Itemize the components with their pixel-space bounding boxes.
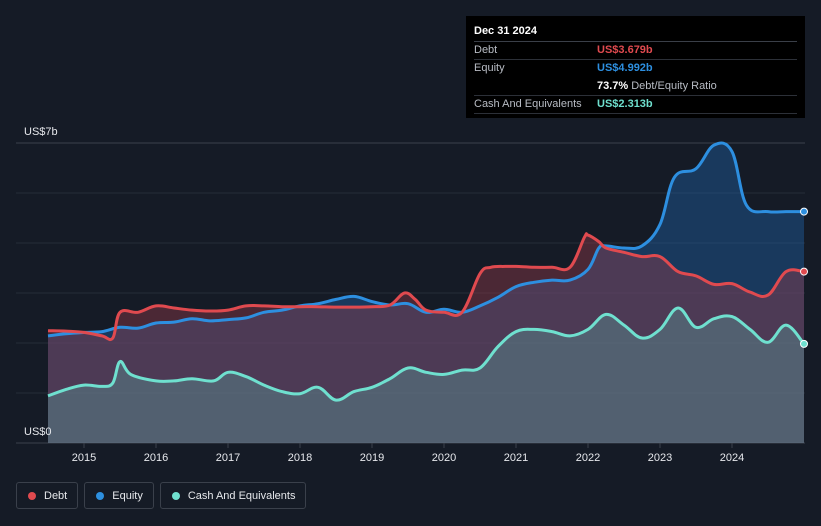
equity-end-point: [800, 207, 808, 216]
tooltip-cash-value: US$2.313b: [597, 98, 653, 110]
x-tick-label: 2018: [288, 452, 312, 464]
legend-debt-toggle[interactable]: Debt: [16, 482, 79, 509]
tooltip-ratio-label: Debt/Equity Ratio: [631, 80, 717, 92]
cash-area: [48, 307, 804, 443]
tooltip-equity-row: Equity US$4.992b: [474, 60, 797, 78]
debt-end-point: [800, 267, 808, 276]
x-tick-label: 2016: [144, 452, 168, 464]
axes: US$7b US$0: [24, 126, 58, 438]
legend-debt-label: Debt: [44, 489, 68, 502]
series-end-dots: [800, 207, 808, 348]
equity-dot-icon: [96, 491, 105, 500]
series-lines: [47, 141, 806, 402]
cash-dot-icon: [171, 491, 180, 500]
debt-dot-icon: [28, 491, 36, 500]
x-tick-label: 2021: [504, 452, 528, 464]
x-tick-label: 2023: [648, 452, 672, 464]
y-axis-bottom-label: US$0: [24, 426, 52, 438]
tooltip-equity-label: Equity: [474, 62, 505, 74]
x-tick-label: 2019: [360, 452, 384, 464]
chart-legend: Debt Equity Cash And Equivalents: [16, 482, 307, 509]
cash-line: [47, 306, 806, 402]
y-axis-top-label: US$7b: [24, 126, 58, 138]
x-axis-ticks: 2015 2016 2017 2018 2019 2020 2021 2022 2023 2024: [72, 443, 744, 464]
equity-area: [48, 142, 804, 443]
x-tick-label: 2020: [432, 452, 456, 464]
x-tick-label: 2017: [216, 452, 240, 464]
x-tick-label: 2024: [720, 452, 744, 464]
debt-area: [48, 233, 804, 443]
cash-end-point: [800, 339, 808, 348]
legend-equity-label: Equity: [112, 489, 143, 502]
legend-cash-toggle[interactable]: Cash And Equivalents: [159, 482, 307, 509]
x-tick-label: 2015: [72, 452, 96, 464]
data-tooltip: Dec 31 2024 Debt US$3.679b Equity US$4.9…: [466, 16, 805, 118]
debt-line: [47, 232, 805, 342]
tooltip-cash-row: Cash And Equivalents US$2.313b: [474, 96, 797, 114]
tooltip-debt-value: US$3.679b: [597, 44, 653, 56]
tooltip-equity-value: US$4.992b: [597, 62, 653, 74]
tooltip-cash-label: Cash And Equivalents: [474, 98, 582, 110]
gridlines: [16, 142, 805, 444]
tooltip-debt-label: Debt: [474, 44, 498, 56]
tooltip-date: Dec 31 2024: [474, 24, 797, 42]
legend-equity-toggle[interactable]: Equity: [84, 482, 154, 509]
legend-cash-label: Cash And Equivalents: [187, 489, 296, 502]
tooltip-debt-row: Debt US$3.679b: [474, 42, 797, 60]
tooltip-ratio-value: 73.7%: [597, 80, 629, 92]
tooltip-ratio-row: 73.7% Debt/Equity Ratio: [474, 78, 797, 96]
series-areas: [48, 142, 804, 443]
x-tick-label: 2022: [576, 452, 600, 464]
